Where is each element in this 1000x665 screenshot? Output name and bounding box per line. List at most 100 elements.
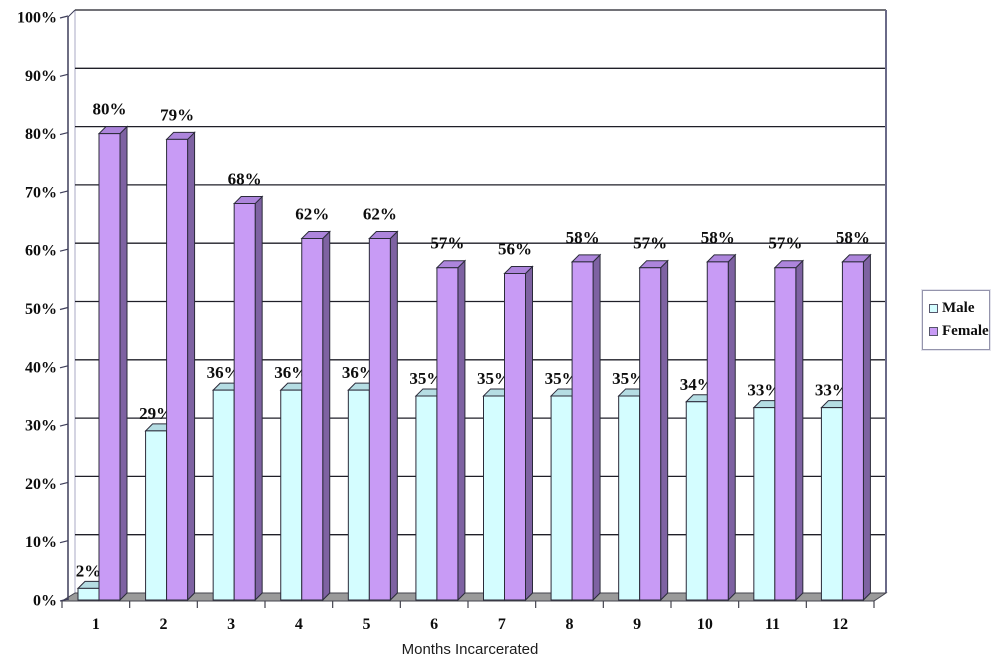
x-tick-label: 4 — [295, 616, 303, 633]
bar-front-face — [841, 261, 864, 601]
bar-front-face — [368, 238, 391, 601]
y-tick — [59, 365, 69, 369]
value-label-female-6: 57% — [430, 234, 464, 253]
bar-front-face — [706, 261, 729, 601]
y-tick — [59, 190, 69, 194]
bar-front-face — [618, 395, 641, 601]
legend-swatch-female-icon — [929, 327, 938, 336]
value-label-male-4: 36% — [274, 363, 308, 382]
legend-item-female: Female — [929, 323, 989, 340]
bar-front-face — [166, 138, 189, 601]
y-tick-label: 100% — [17, 10, 57, 27]
value-label-female-8: 58% — [566, 228, 600, 247]
bar-front-face — [774, 267, 797, 601]
x-tick-label: 6 — [430, 616, 438, 633]
bar-side-face — [119, 125, 128, 602]
x-tick-label: 7 — [498, 616, 506, 633]
bar-side-face — [592, 253, 601, 602]
value-label-male-9: 35% — [612, 369, 646, 388]
y-tick — [59, 248, 69, 252]
bar-side-face — [322, 230, 331, 602]
bar-side-face — [525, 265, 533, 602]
bar-front-face — [820, 407, 843, 601]
bar-front-face — [639, 267, 662, 601]
bar-female-9 — [638, 259, 669, 602]
value-label-male-12: 33% — [815, 381, 849, 400]
x-tick-label: 9 — [633, 616, 641, 633]
bar-female-4 — [300, 230, 331, 602]
value-label-male-11: 33% — [747, 381, 781, 400]
value-label-female-3: 68% — [228, 170, 262, 189]
y-axis-top-slant — [67, 9, 76, 18]
bar-female-10 — [706, 253, 737, 602]
y-tick — [59, 73, 69, 77]
bar-front-face — [233, 203, 256, 601]
value-label-female-4: 62% — [295, 205, 329, 224]
value-label-female-12: 58% — [836, 228, 870, 247]
y-tick-label: 90% — [25, 68, 57, 85]
bar-female-3 — [232, 195, 264, 602]
y-tick-label: 80% — [25, 126, 57, 143]
x-tick-label: 11 — [765, 616, 780, 633]
y-tick — [59, 15, 69, 19]
bar-front-face — [77, 587, 100, 601]
bar-front-face — [280, 389, 303, 601]
legend-swatch-male-icon — [929, 304, 938, 313]
value-label-female-5: 62% — [363, 205, 397, 224]
y-tick — [59, 598, 69, 602]
bar-front-face — [145, 430, 168, 601]
bar-female-8 — [570, 253, 602, 602]
bar-front-face — [483, 395, 505, 601]
value-label-male-8: 35% — [545, 369, 579, 388]
bar-side-face — [389, 230, 398, 602]
value-label-male-7: 35% — [477, 369, 511, 388]
y-tick — [59, 540, 69, 544]
value-label-female-9: 57% — [633, 234, 667, 253]
value-label-female-7: 56% — [498, 240, 532, 259]
bar-side-face — [187, 131, 196, 602]
y-tick — [59, 306, 69, 311]
bar-female-7 — [503, 265, 534, 602]
value-label-male-10: 34% — [680, 375, 714, 394]
bar-front-face — [436, 267, 459, 601]
y-tick-label: 30% — [25, 418, 57, 435]
bar-side-face — [862, 253, 871, 602]
y-tick-label: 40% — [25, 359, 57, 376]
bar-side-face — [727, 253, 736, 602]
value-label-female-1: 80% — [93, 100, 127, 119]
bar-front-face — [98, 133, 121, 601]
bar-front-face — [504, 273, 526, 601]
y-tick-label: 50% — [25, 301, 57, 318]
y-tick-label: 60% — [25, 243, 57, 260]
x-tick-label: 8 — [566, 616, 574, 633]
y-tick-label: 20% — [25, 476, 57, 493]
bar-side-face — [254, 195, 263, 602]
bar-front-face — [212, 389, 235, 601]
value-label-male-1: 2% — [76, 561, 102, 580]
x-tick-label: 3 — [227, 616, 235, 633]
bar-front-face — [301, 238, 324, 601]
x-tick-label: 5 — [363, 616, 371, 633]
value-label-male-2: 29% — [139, 404, 173, 423]
legend: Male Female — [922, 290, 990, 350]
x-tick-label: 2 — [160, 616, 168, 633]
y-tick — [59, 481, 69, 485]
bar-front-face — [347, 389, 370, 601]
bar-side-face — [457, 259, 466, 602]
bar-female-1 — [97, 125, 129, 602]
legend-label-male: Male — [942, 300, 975, 316]
bar-front-face — [571, 261, 594, 601]
value-label-male-3: 36% — [207, 363, 241, 382]
bar-side-face — [660, 259, 669, 602]
value-label-female-11: 57% — [768, 234, 802, 253]
y-tick — [59, 132, 69, 136]
value-label-male-6: 35% — [409, 369, 443, 388]
bar-front-face — [415, 395, 438, 601]
bar-female-2 — [165, 131, 196, 602]
bar-front-face — [550, 395, 573, 601]
value-label-female-10: 58% — [701, 228, 735, 247]
bar-female-11 — [773, 259, 805, 602]
x-axis-title: Months Incarcerated — [401, 641, 539, 658]
